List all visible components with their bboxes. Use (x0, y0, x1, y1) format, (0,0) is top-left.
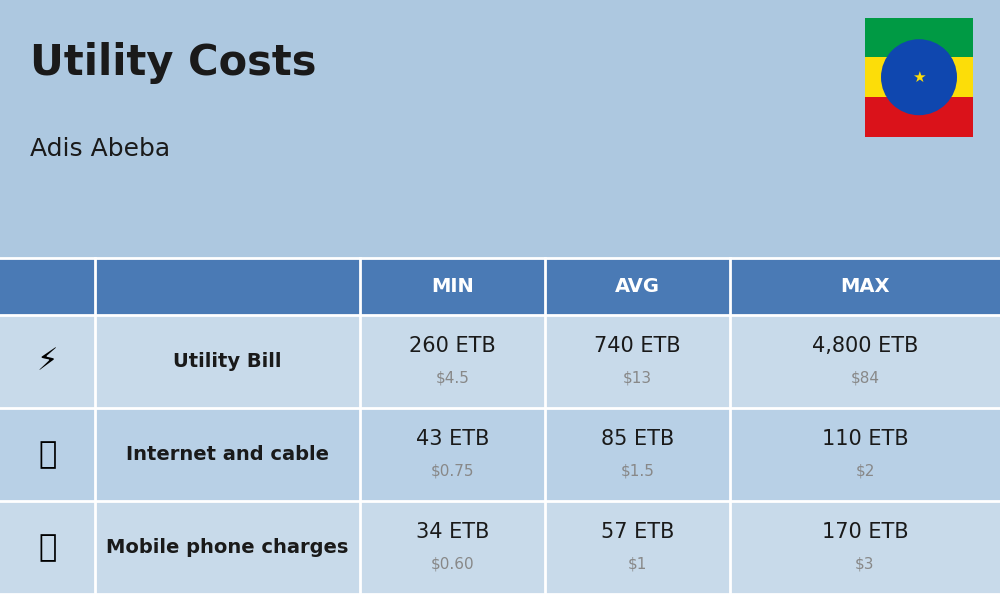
Text: $1.5: $1.5 (621, 463, 654, 479)
Text: 4,800 ETB: 4,800 ETB (812, 336, 918, 356)
Text: ⚡: ⚡ (37, 347, 58, 376)
FancyBboxPatch shape (865, 18, 973, 58)
Text: $3: $3 (855, 557, 875, 571)
FancyBboxPatch shape (0, 315, 1000, 408)
Text: 📱: 📱 (38, 533, 57, 562)
Text: 43 ETB: 43 ETB (416, 429, 489, 449)
Text: 85 ETB: 85 ETB (601, 429, 674, 449)
Text: 57 ETB: 57 ETB (601, 522, 674, 542)
Text: $0.75: $0.75 (431, 463, 474, 479)
Text: 740 ETB: 740 ETB (594, 336, 681, 356)
FancyBboxPatch shape (0, 501, 1000, 594)
Text: $2: $2 (855, 463, 875, 479)
Text: Mobile phone charges: Mobile phone charges (106, 538, 349, 557)
Text: 📶: 📶 (38, 440, 57, 469)
Text: ★: ★ (912, 69, 926, 85)
Text: 34 ETB: 34 ETB (416, 522, 489, 542)
FancyBboxPatch shape (0, 408, 1000, 501)
Text: AVG: AVG (615, 277, 660, 296)
Text: $4.5: $4.5 (436, 371, 469, 386)
Text: 110 ETB: 110 ETB (822, 429, 908, 449)
FancyBboxPatch shape (865, 58, 973, 97)
Text: 260 ETB: 260 ETB (409, 336, 496, 356)
Text: $1: $1 (628, 557, 647, 571)
Text: Internet and cable: Internet and cable (126, 445, 329, 464)
Ellipse shape (881, 39, 957, 115)
Text: Utility Bill: Utility Bill (173, 352, 282, 371)
Text: $0.60: $0.60 (431, 557, 474, 571)
Text: Utility Costs: Utility Costs (30, 42, 316, 84)
Text: 170 ETB: 170 ETB (822, 522, 908, 542)
Text: MIN: MIN (431, 277, 474, 296)
Text: $13: $13 (623, 371, 652, 386)
FancyBboxPatch shape (865, 97, 973, 137)
Text: $84: $84 (850, 371, 880, 386)
Text: MAX: MAX (840, 277, 890, 296)
Text: Adis Abeba: Adis Abeba (30, 137, 170, 160)
FancyBboxPatch shape (0, 258, 1000, 315)
